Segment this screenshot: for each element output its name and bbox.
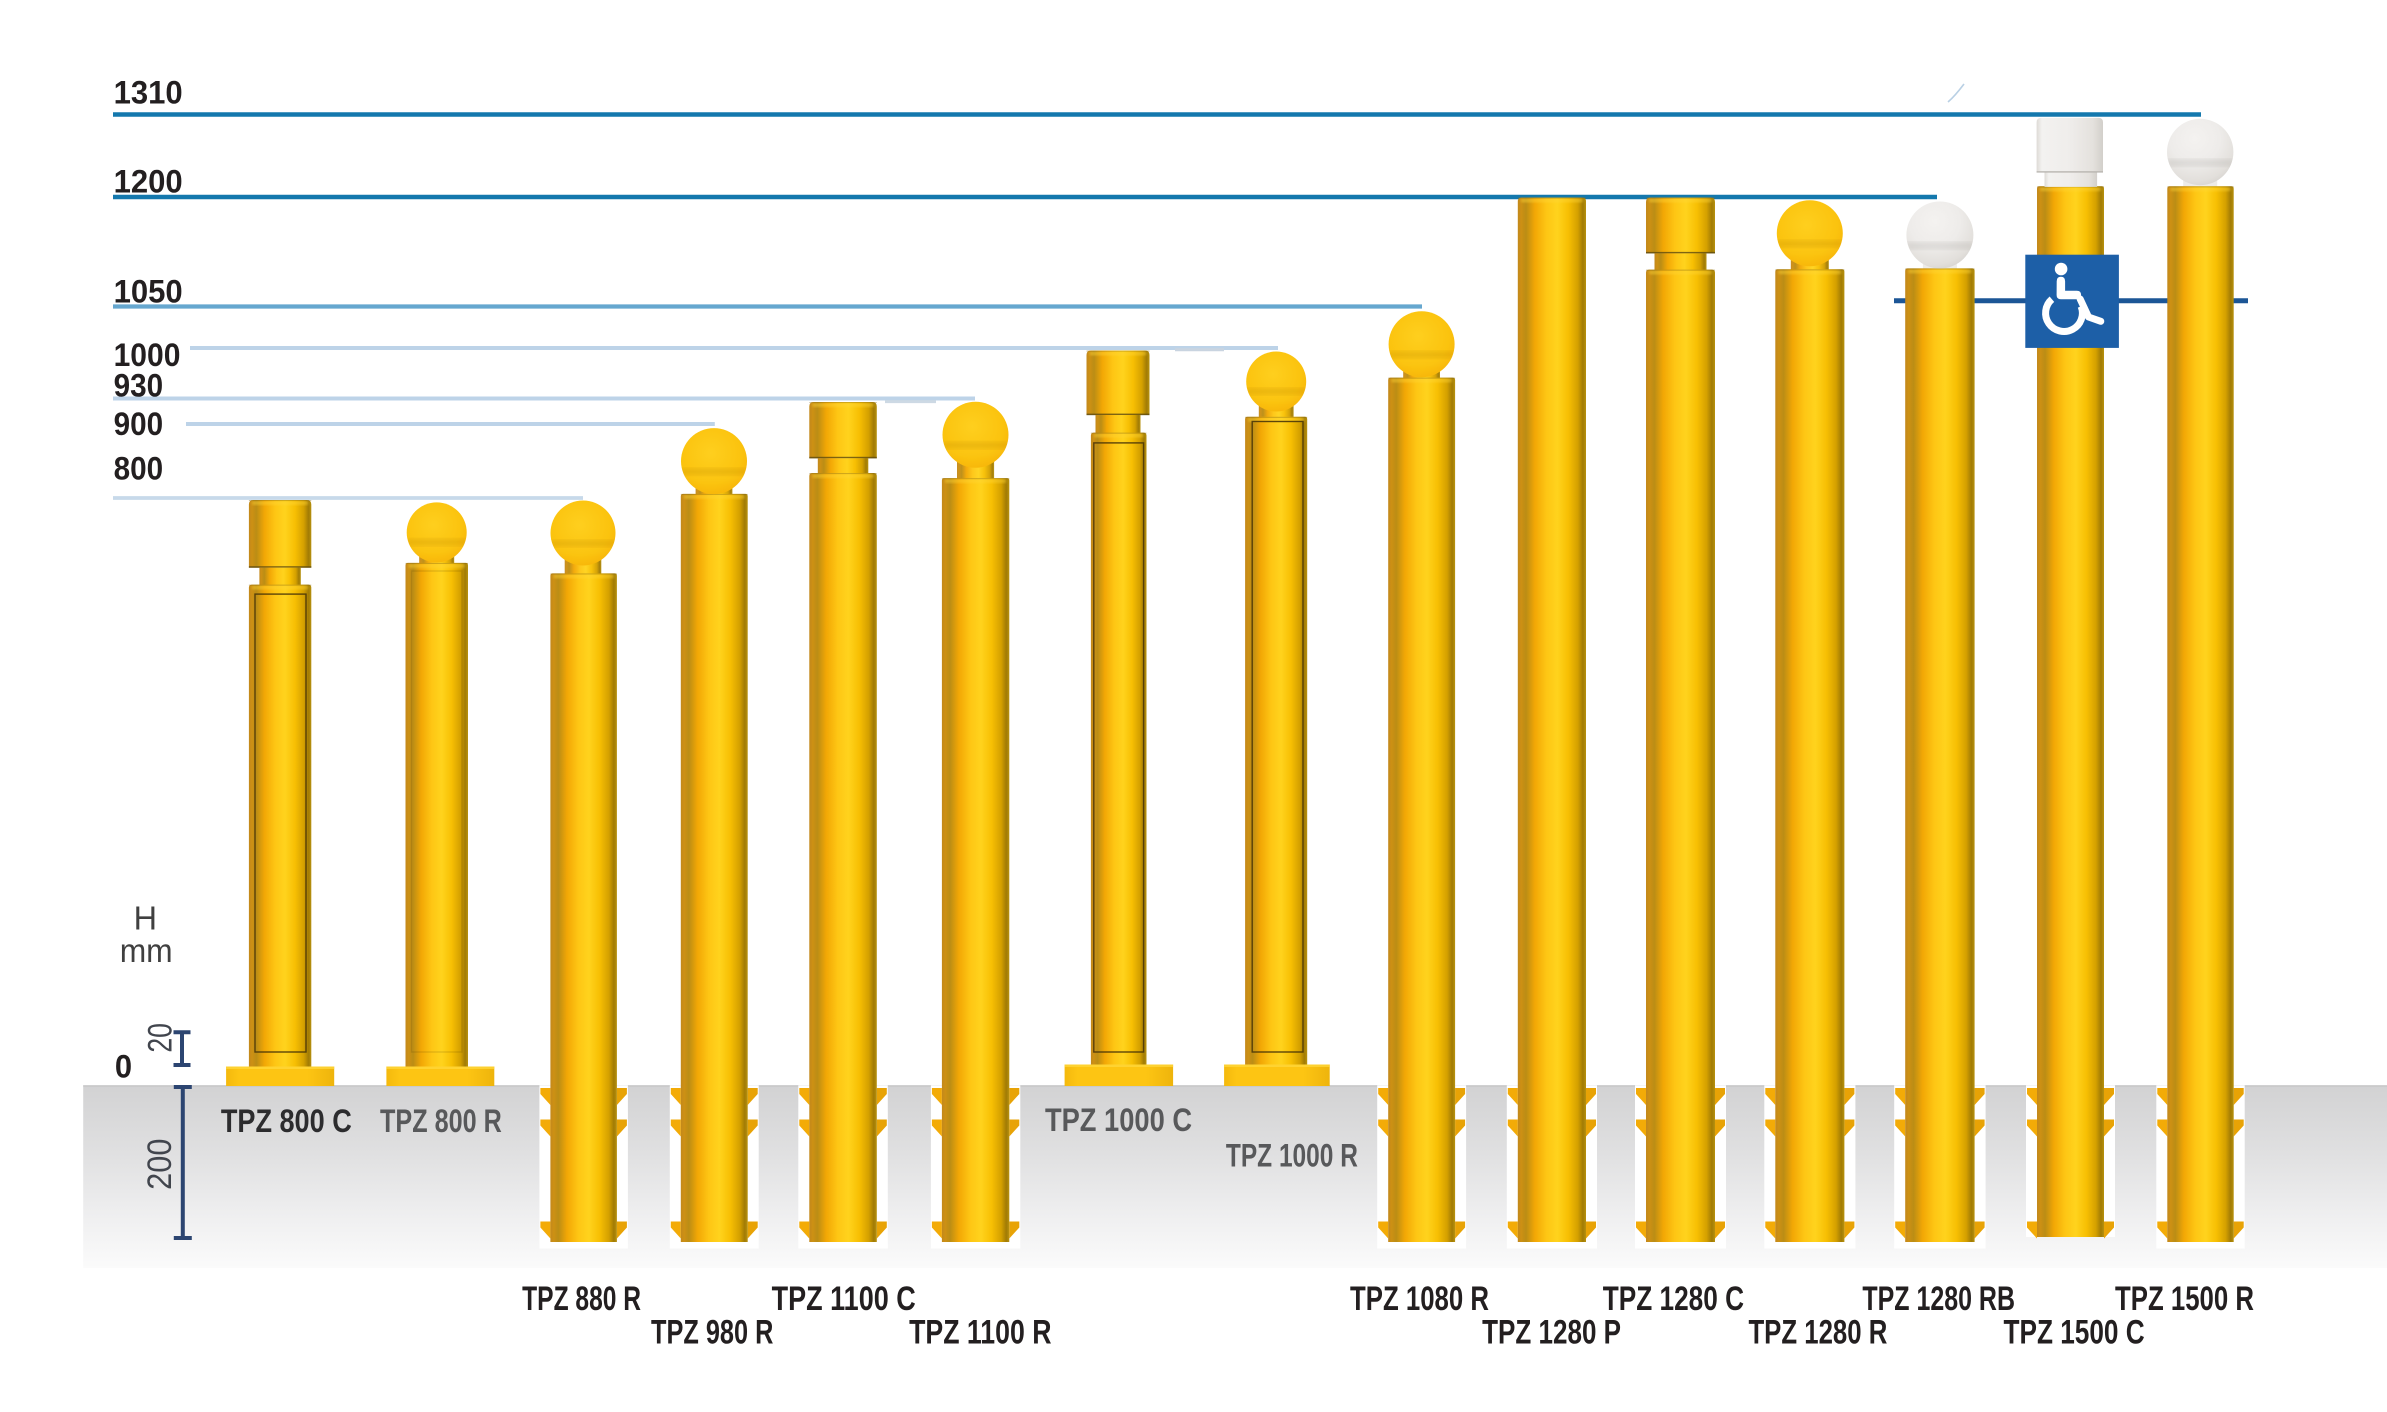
svg-text:TPZ 1280 RB: TPZ 1280 RB: [1862, 1280, 2015, 1318]
svg-text:TPZ 1000 C: TPZ 1000 C: [1045, 1102, 1192, 1138]
svg-text:930: 930: [114, 367, 164, 403]
svg-text:1000: 1000: [114, 337, 181, 373]
svg-text:1200: 1200: [114, 164, 183, 200]
svg-text:TPZ 1280 R: TPZ 1280 R: [1748, 1314, 1887, 1352]
svg-text:TPZ 1100 R: TPZ 1100 R: [909, 1314, 1051, 1352]
svg-text:1050: 1050: [114, 274, 183, 310]
svg-text:TPZ 800 R: TPZ 800 R: [380, 1103, 502, 1139]
svg-text:TPZ 880 R: TPZ 880 R: [522, 1280, 641, 1318]
svg-text:900: 900: [114, 406, 164, 442]
svg-text:0: 0: [115, 1049, 132, 1085]
svg-text:800: 800: [114, 451, 164, 487]
svg-text:TPZ 1280 C: TPZ 1280 C: [1603, 1280, 1744, 1318]
svg-text:20: 20: [142, 1023, 180, 1053]
svg-text:TPZ 800 C: TPZ 800 C: [221, 1103, 352, 1139]
svg-text:mm: mm: [120, 932, 173, 969]
svg-text:H: H: [134, 900, 157, 937]
svg-text:TPZ 1080 R: TPZ 1080 R: [1350, 1280, 1489, 1318]
svg-text:TPZ 1280 P: TPZ 1280 P: [1482, 1314, 1621, 1352]
svg-text:TPZ 1500 C: TPZ 1500 C: [2004, 1314, 2145, 1352]
svg-text:TPZ 1500 R: TPZ 1500 R: [2115, 1280, 2254, 1318]
svg-text:1310: 1310: [114, 75, 183, 111]
svg-text:200: 200: [141, 1139, 179, 1190]
svg-text:TPZ 1100 C: TPZ 1100 C: [772, 1280, 916, 1318]
svg-text:TPZ 980 R: TPZ 980 R: [651, 1314, 773, 1352]
svg-text:TPZ 1000 R: TPZ 1000 R: [1226, 1138, 1358, 1174]
